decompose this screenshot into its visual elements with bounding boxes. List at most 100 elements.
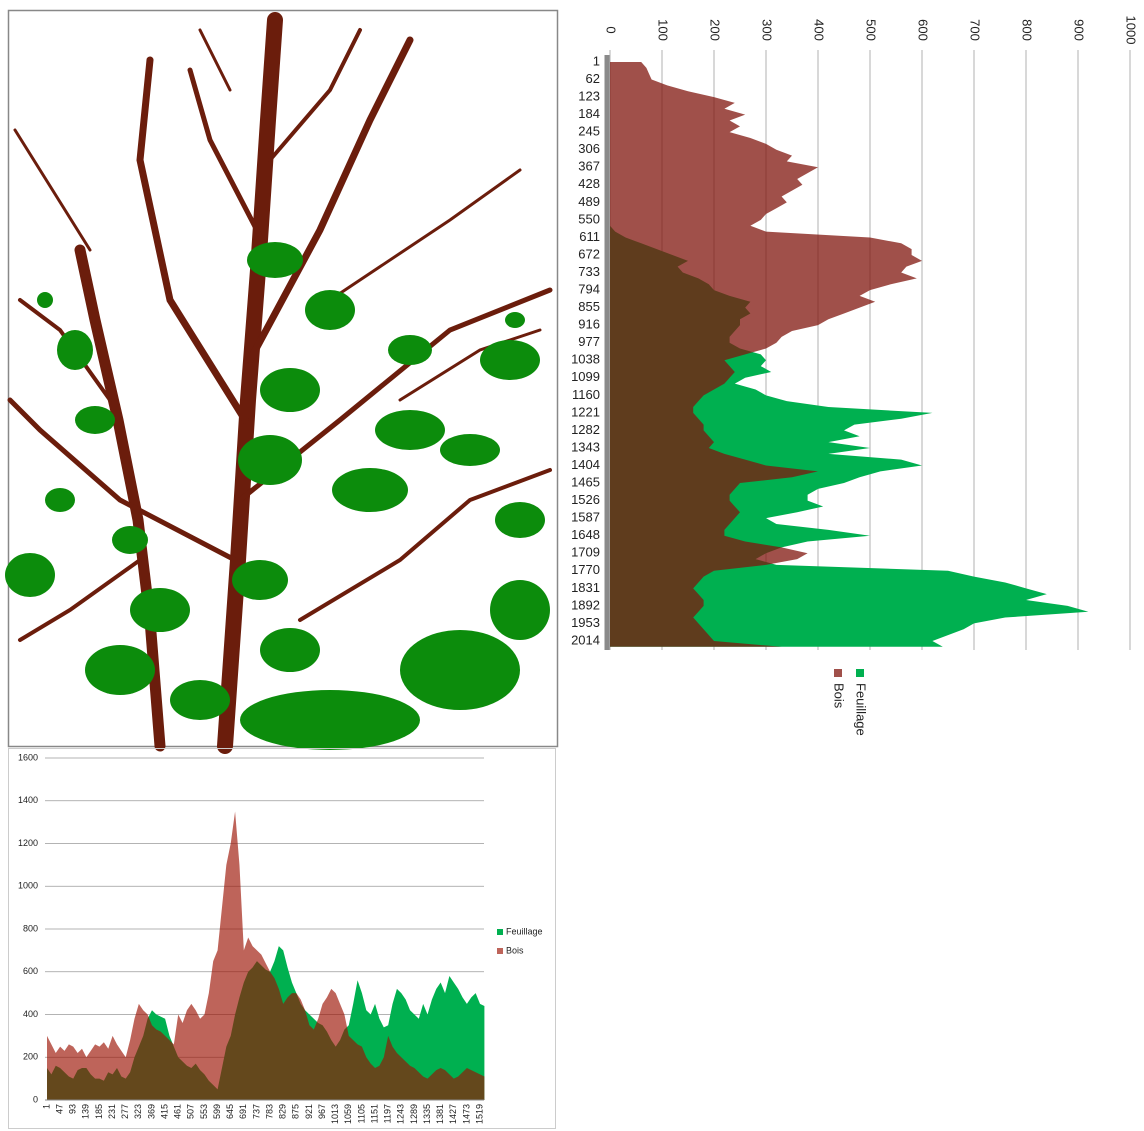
category-label: 783 xyxy=(264,1104,274,1119)
legend-swatch xyxy=(856,669,864,677)
category-label: 1099 xyxy=(571,369,600,384)
segmented-tree-image xyxy=(5,11,558,751)
leaf-cluster xyxy=(505,312,525,328)
category-label: 1105 xyxy=(356,1104,366,1123)
page: {"chart_data": [ {"type": "area", "orien… xyxy=(0,0,1144,1131)
value-tick-label: 1000 xyxy=(1124,16,1139,45)
value-tick-label: 200 xyxy=(708,19,723,41)
category-label: 489 xyxy=(578,194,600,209)
category-label: 415 xyxy=(159,1104,169,1119)
leaf-cluster xyxy=(240,690,420,750)
category-label: 1289 xyxy=(409,1104,419,1124)
category-label: 47 xyxy=(54,1104,64,1114)
value-tick-label: 200 xyxy=(23,1052,38,1062)
category-label: 1519 xyxy=(474,1104,484,1124)
leaf-cluster xyxy=(260,368,320,412)
category-label: 1160 xyxy=(572,387,600,402)
category-label: 599 xyxy=(212,1104,222,1119)
legend-swatch xyxy=(497,929,503,935)
category-label: 1038 xyxy=(571,352,600,367)
category-label: 369 xyxy=(146,1104,156,1119)
category-label: 645 xyxy=(225,1104,235,1119)
leaf-cluster xyxy=(37,292,53,308)
category-label: 977 xyxy=(578,334,600,349)
leaf-cluster xyxy=(260,628,320,672)
value-tick-label: 0 xyxy=(33,1094,38,1104)
category-label: 1151 xyxy=(369,1104,379,1123)
category-label: 1 xyxy=(41,1104,51,1109)
category-label: 1473 xyxy=(461,1104,471,1124)
leaf-cluster xyxy=(45,488,75,512)
category-label: 1709 xyxy=(571,545,600,560)
category-label: 306 xyxy=(578,141,600,156)
category-label: 1427 xyxy=(448,1104,458,1124)
category-label: 829 xyxy=(278,1104,288,1119)
category-label: 139 xyxy=(81,1104,91,1119)
category-label: 1587 xyxy=(571,510,600,525)
category-label: 1953 xyxy=(571,615,600,630)
category-label: 1831 xyxy=(571,580,600,595)
category-label: 875 xyxy=(291,1104,301,1119)
category-label: 245 xyxy=(578,124,600,139)
category-label: 184 xyxy=(578,106,600,121)
leaf-cluster xyxy=(400,630,520,710)
value-tick-label: 600 xyxy=(916,19,931,41)
category-label: 367 xyxy=(578,159,600,174)
category-label: 93 xyxy=(68,1104,78,1114)
category-label: 2014 xyxy=(571,632,600,647)
legend-swatch xyxy=(497,948,503,954)
leaf-cluster xyxy=(480,340,540,380)
category-label: 185 xyxy=(94,1104,104,1119)
leaf-cluster xyxy=(57,330,93,370)
value-tick-label: 1400 xyxy=(18,795,38,805)
category-label: 507 xyxy=(186,1104,196,1119)
category-label: 733 xyxy=(578,264,600,279)
leaf-cluster xyxy=(305,290,355,330)
leaf-cluster xyxy=(170,680,230,720)
category-label: 672 xyxy=(578,246,600,261)
leaf-cluster xyxy=(490,580,550,640)
category-label: 1343 xyxy=(571,439,600,454)
category-label: 691 xyxy=(238,1104,248,1119)
category-label: 1243 xyxy=(396,1104,406,1124)
legend-label: Feuillage xyxy=(854,683,869,736)
leaf-cluster xyxy=(332,468,408,512)
category-label: 1059 xyxy=(343,1104,353,1124)
category-label: 277 xyxy=(120,1104,130,1119)
value-tick-label: 0 xyxy=(604,26,619,33)
value-tick-label: 100 xyxy=(656,19,671,41)
category-label: 1335 xyxy=(422,1104,432,1124)
leaf-cluster xyxy=(112,526,148,554)
category-label: 62 xyxy=(586,71,600,86)
category-label: 1381 xyxy=(435,1104,445,1124)
category-label: 550 xyxy=(578,211,600,226)
leaf-cluster xyxy=(75,406,115,434)
category-label: 1221 xyxy=(571,404,600,419)
leaf-cluster xyxy=(440,434,500,466)
category-label: 1892 xyxy=(571,597,600,612)
value-tick-label: 800 xyxy=(23,923,38,933)
value-tick-label: 900 xyxy=(1072,19,1087,41)
category-label: 428 xyxy=(578,176,600,191)
value-tick-label: 1000 xyxy=(18,881,38,891)
category-label: 1465 xyxy=(571,474,600,489)
leaf-cluster xyxy=(238,435,302,485)
legend-label: Bois xyxy=(832,683,847,709)
leaf-cluster xyxy=(247,242,303,278)
canvas: 0100200300400500600700800900100016212318… xyxy=(0,0,1144,1131)
value-tick-label: 1200 xyxy=(18,838,38,848)
value-tick-label: 700 xyxy=(968,19,983,41)
leaf-cluster xyxy=(232,560,288,600)
leaf-cluster xyxy=(375,410,445,450)
category-label: 553 xyxy=(199,1104,209,1119)
legend-label: Feuillage xyxy=(506,926,543,936)
category-label: 916 xyxy=(578,317,600,332)
category-label: 461 xyxy=(173,1104,183,1119)
category-label: 737 xyxy=(251,1104,261,1119)
category-label: 1282 xyxy=(571,422,600,437)
category-label: 967 xyxy=(317,1104,327,1119)
category-label: 855 xyxy=(578,299,600,314)
value-tick-label: 1600 xyxy=(18,752,38,762)
category-label: 611 xyxy=(579,229,600,244)
value-tick-label: 600 xyxy=(23,966,38,976)
